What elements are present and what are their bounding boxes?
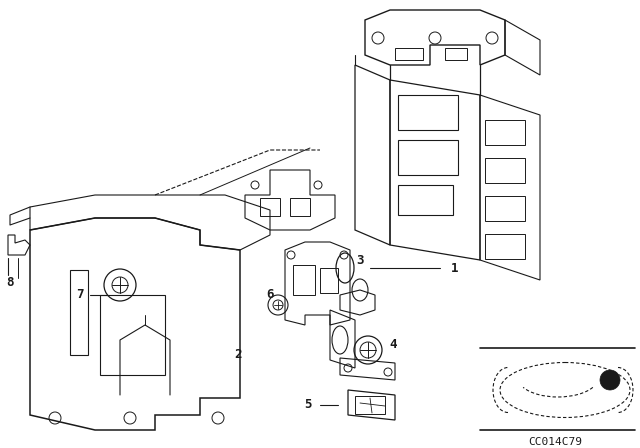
Circle shape bbox=[600, 370, 620, 390]
Text: CC014C79: CC014C79 bbox=[528, 437, 582, 447]
Bar bbox=[485, 234, 525, 259]
Text: 8: 8 bbox=[6, 276, 13, 289]
Bar bbox=[260, 198, 280, 216]
Text: 1: 1 bbox=[451, 262, 459, 275]
Text: 5: 5 bbox=[304, 399, 312, 412]
Text: 6: 6 bbox=[266, 289, 274, 302]
Bar bbox=[398, 140, 458, 175]
Bar bbox=[398, 95, 458, 130]
Bar bbox=[70, 270, 88, 355]
Bar bbox=[100, 295, 165, 375]
Bar bbox=[290, 198, 310, 216]
Bar bbox=[355, 396, 385, 414]
Bar bbox=[445, 48, 467, 60]
Text: 3: 3 bbox=[356, 254, 364, 267]
Bar bbox=[395, 48, 423, 60]
Bar bbox=[485, 196, 525, 221]
Bar bbox=[320, 268, 338, 293]
Bar bbox=[398, 185, 453, 215]
Bar bbox=[485, 120, 525, 145]
Text: 2: 2 bbox=[234, 349, 242, 362]
Bar bbox=[485, 158, 525, 183]
Bar bbox=[293, 265, 315, 295]
Text: 7: 7 bbox=[76, 289, 84, 302]
Text: 4: 4 bbox=[389, 339, 397, 352]
